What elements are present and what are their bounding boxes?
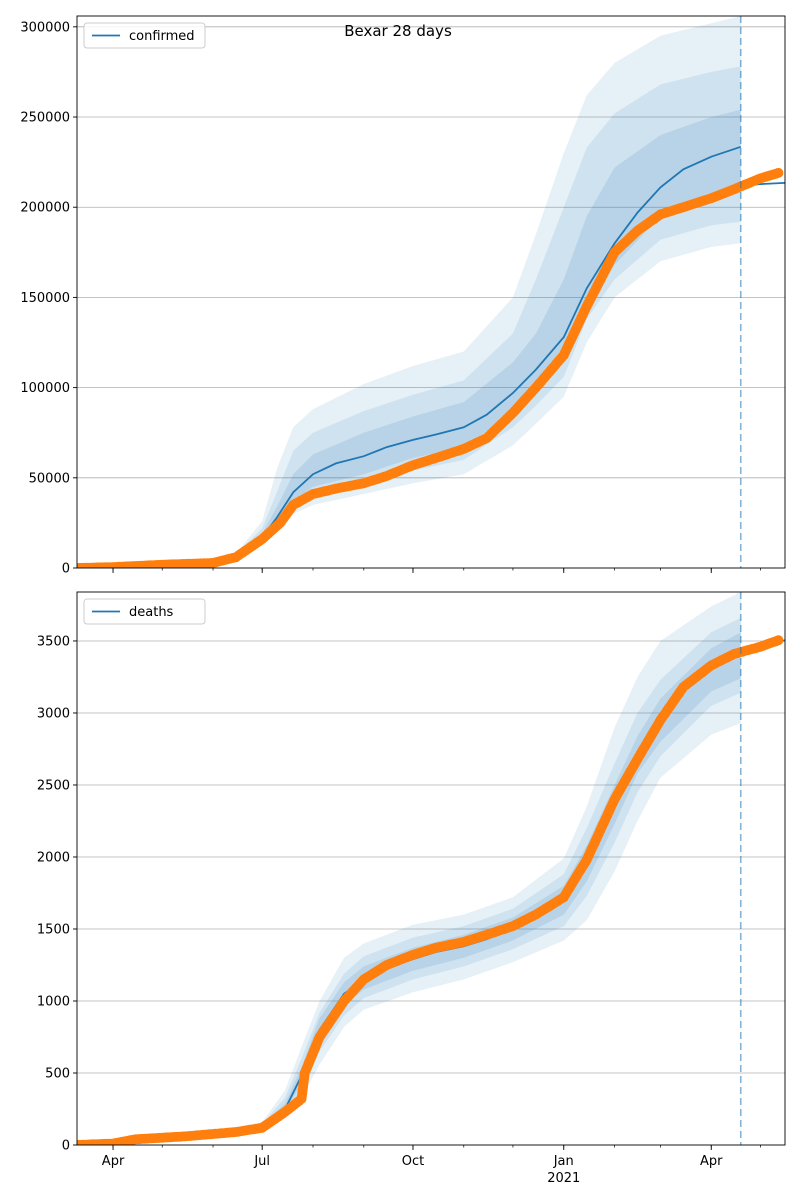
deaths-plot-area	[77, 592, 785, 1145]
confirmed-plot-area	[77, 16, 785, 568]
deaths-xtick-label: Oct	[402, 1154, 424, 1169]
confirmed-ytick-label: 250000	[20, 111, 70, 126]
confirmed-axes-frame	[76, 15, 786, 569]
deaths-ytick-label: 2000	[37, 850, 70, 865]
deaths-ytick-label: 0	[62, 1139, 70, 1154]
deaths-band-outer	[77, 592, 741, 1145]
deaths-axes-frame	[76, 591, 786, 1146]
confirmed-ytick-label: 150000	[20, 291, 70, 306]
deaths-xtick-label: Jan	[553, 1154, 574, 1169]
confirmed-legend: confirmed	[83, 22, 206, 49]
deaths-xtick-label: Apr	[700, 1154, 723, 1169]
deaths-ytick-label: 500	[45, 1066, 70, 1081]
deaths-observed-point	[773, 635, 784, 646]
confirmed-legend-label: confirmed	[129, 29, 195, 44]
deaths-ytick-label: 3500	[37, 634, 70, 649]
confirmed-ytick-label: 200000	[20, 201, 70, 216]
deaths-ytick-label: 1500	[37, 922, 70, 937]
deaths-panel: 0 500 1000 1500 2000 2500 3000 3500 Apr Jul Oct Jan…	[37, 591, 786, 1186]
confirmed-series-observed	[77, 167, 784, 568]
confirmed-band-inner	[77, 109, 741, 568]
deaths-xtick-label: Apr	[102, 1154, 125, 1169]
deaths-ytick-label: 1000	[37, 994, 70, 1009]
confirmed-observed-point	[773, 167, 784, 178]
deaths-xtick-label: Jul	[253, 1154, 270, 1169]
deaths-ytick-label: 3000	[37, 706, 70, 721]
deaths-legend-box	[83, 598, 206, 625]
confirmed-legend-box	[83, 22, 206, 49]
confirmed-band-outer	[77, 16, 741, 568]
confirmed-ytick-label: 300000	[20, 20, 70, 35]
deaths-legend-label: deaths	[129, 605, 174, 620]
chart-title: Bexar 28 days	[344, 22, 452, 40]
deaths-series-observed	[77, 635, 784, 1145]
deaths-xtick-sublabel: 2021	[547, 1171, 580, 1186]
confirmed-panel: 0 50000 100000 150000 200000 250000 300000 conf…	[20, 15, 786, 577]
deaths-ytick-label: 2500	[37, 778, 70, 793]
confirmed-band-middle	[77, 66, 741, 568]
confirmed-ytick-label: 0	[62, 562, 70, 577]
confirmed-ytick-label: 100000	[20, 381, 70, 396]
deaths-legend: deaths	[83, 598, 206, 625]
confirmed-ytick-label: 50000	[29, 471, 70, 486]
deaths-band-middle	[77, 617, 741, 1145]
